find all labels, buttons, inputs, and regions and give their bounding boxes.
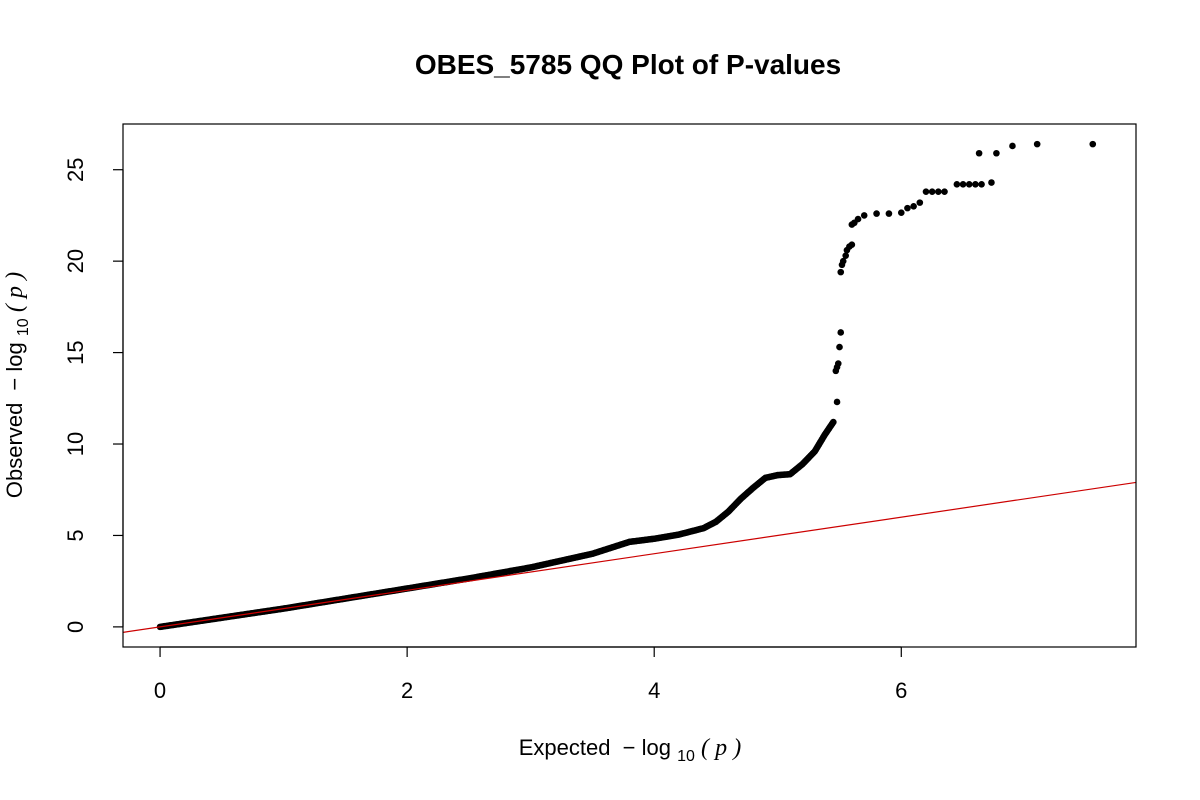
data-point	[975, 149, 983, 157]
data-point	[1033, 140, 1041, 148]
y-axis-label: Observed − log 10 ( p )	[2, 272, 33, 498]
data-point	[1089, 140, 1097, 148]
reference-line	[123, 481, 1136, 633]
data-point	[842, 252, 849, 259]
x-axis-label: Expected − log 10 ( p )	[519, 735, 742, 766]
data-point	[910, 202, 917, 210]
y-axis-label-base: 10	[15, 318, 32, 336]
y-tick-label: 25	[63, 157, 88, 181]
data-point	[837, 268, 845, 276]
data-point	[916, 199, 924, 206]
x-tick-label: 2	[401, 678, 413, 703]
x-axis-label-prefix: Expected	[519, 735, 611, 760]
x-axis-label-open: (	[701, 735, 711, 761]
plot-box	[122, 123, 1137, 648]
x-axis: 0 2 4 6	[154, 646, 907, 703]
data-point	[860, 212, 868, 219]
data-point	[885, 210, 893, 217]
y-axis: 0 5 10 15 20 25	[63, 157, 124, 633]
data-point	[839, 257, 847, 265]
data-point	[959, 181, 967, 188]
x-axis-label-var: p	[713, 735, 727, 761]
chart-title: OBES_5785 QQ Plot of P-values	[415, 49, 841, 80]
y-tick-label: 20	[63, 249, 88, 273]
data-point	[833, 398, 841, 406]
data-point	[941, 188, 948, 195]
y-tick-label: 5	[63, 529, 88, 541]
data-point	[836, 343, 843, 351]
y-axis-label-var: p	[2, 286, 28, 300]
data-point	[834, 360, 842, 367]
y-tick-label: 10	[63, 432, 88, 456]
y-axis-label-minus: −	[2, 378, 27, 391]
x-axis-label-minus: −	[623, 735, 636, 760]
y-axis-label-close: )	[2, 272, 28, 282]
y-axis-label-open: (	[2, 302, 28, 312]
data-points	[156, 140, 1097, 631]
x-axis-label-close: )	[731, 735, 741, 761]
data-point	[830, 418, 837, 426]
data-point	[1009, 142, 1016, 150]
data-point	[904, 204, 911, 212]
data-point	[993, 149, 1000, 157]
data-point	[988, 179, 995, 186]
x-tick-label: 6	[895, 678, 907, 703]
data-point	[848, 241, 856, 248]
data-point	[928, 188, 936, 195]
x-axis-label-log: log	[642, 735, 671, 760]
data-point	[965, 181, 973, 188]
data-point	[837, 329, 845, 336]
data-point	[873, 210, 880, 217]
y-axis-label-log: log	[2, 342, 27, 371]
data-point	[972, 181, 979, 188]
data-point	[978, 181, 985, 188]
data-point	[953, 181, 961, 188]
y-tick-label: 0	[63, 621, 88, 633]
x-axis-label-base: 10	[677, 748, 695, 765]
data-point	[854, 215, 862, 223]
x-tick-label: 0	[154, 678, 166, 703]
data-point	[935, 188, 942, 195]
data-point	[922, 188, 930, 195]
y-axis-label-prefix: Observed	[2, 403, 27, 498]
y-tick-label: 15	[63, 340, 88, 364]
x-tick-label: 4	[648, 678, 660, 703]
data-point	[897, 209, 905, 216]
